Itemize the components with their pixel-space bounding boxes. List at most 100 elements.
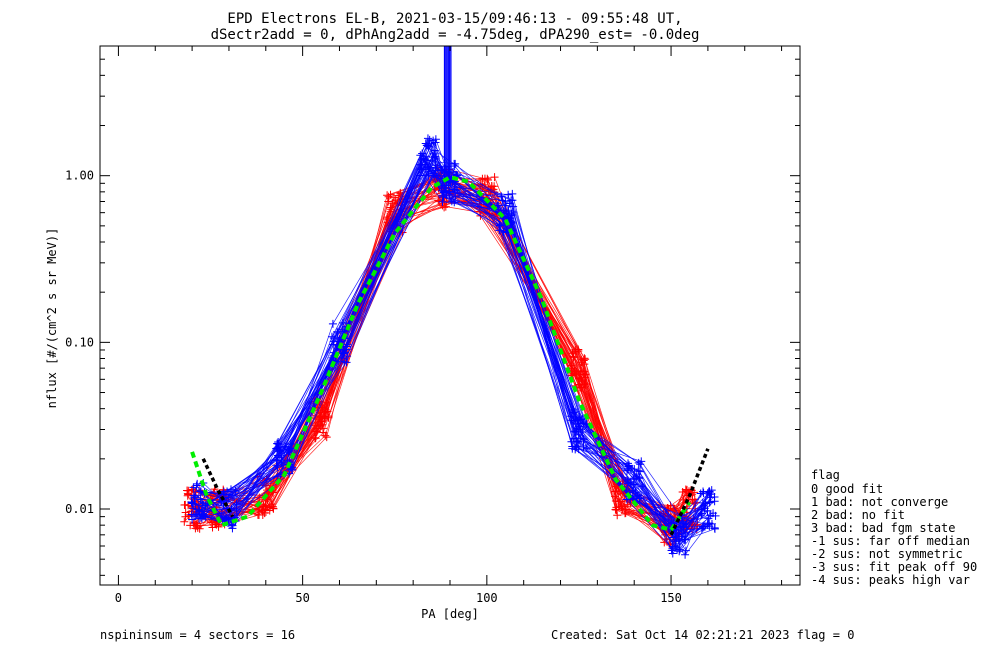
- series-blue-point: [681, 550, 690, 559]
- footer-left: nspininsum = 4 sectors = 16: [100, 628, 295, 642]
- series-red-point: [260, 509, 269, 518]
- series-red-point: [181, 508, 190, 517]
- legend-entry: 3 bad: bad fgm state: [811, 521, 956, 535]
- axes: 0 50 100 150 0.01 0.10 1.00: [65, 45, 801, 605]
- series-blue-point: [422, 141, 431, 150]
- series-blue-point: [427, 139, 436, 148]
- series-red-point: [681, 485, 690, 494]
- series-blue-point: [187, 510, 196, 519]
- series-blue-point: [342, 345, 351, 354]
- series-blue-point: [707, 519, 716, 528]
- series-red-point: [195, 524, 204, 533]
- series-red-line: [198, 167, 684, 532]
- series-blue-point: [198, 510, 207, 519]
- series-blue-point: [192, 481, 201, 490]
- series-blue-point: [710, 523, 719, 532]
- series-blue-point: [568, 442, 577, 451]
- legend-entry: 0 good fit: [811, 482, 883, 496]
- series-red-point: [183, 486, 192, 495]
- series-blue-point: [328, 319, 337, 328]
- series-blue-point: [226, 485, 235, 494]
- series-red-point: [396, 188, 405, 197]
- series-blue-point: [623, 475, 632, 484]
- series-blue-point: [191, 493, 200, 502]
- series-black-fit-line: [669, 448, 710, 536]
- series-blue-point: [703, 506, 712, 515]
- series-blue-point: [338, 318, 347, 327]
- series-blue-point: [440, 187, 449, 196]
- series-red-line: [187, 206, 691, 510]
- series-blue-point: [333, 329, 342, 338]
- chart-title-line1: EPD Electrons EL-B, 2021-03-15/09:46:13 …: [227, 11, 682, 27]
- legend-entry: -4 sus: peaks high var: [811, 573, 970, 587]
- series-red-point: [490, 173, 499, 182]
- legend-title: flag: [811, 468, 840, 482]
- series-red-point: [322, 433, 331, 442]
- series-blue-point: [668, 544, 677, 553]
- series-blue-point: [574, 438, 583, 447]
- series-red-point: [614, 497, 623, 506]
- series-blue-point: [572, 428, 581, 437]
- series-red-point: [574, 347, 583, 356]
- series-blue-point: [569, 416, 578, 425]
- series-red-point: [580, 360, 589, 369]
- series-blue-point: [328, 353, 337, 362]
- series-blue-point: [189, 483, 198, 492]
- x-axis-label: PA [deg]: [421, 607, 479, 621]
- series-red-point: [382, 215, 391, 224]
- series-red-point: [611, 487, 620, 496]
- series-red-point: [322, 398, 331, 407]
- series-red-line: [197, 185, 692, 527]
- series-blue-point: [635, 467, 644, 476]
- y-axis-label: nflux [#/(cm^2 s sr MeV)]: [45, 228, 59, 409]
- series-blue-point: [698, 498, 707, 507]
- series-blue-point: [441, 186, 450, 195]
- series-red-point: [569, 353, 578, 362]
- series-red-point: [618, 504, 627, 513]
- y-tick-label: 0.01: [65, 502, 94, 516]
- x-tick-label: 50: [295, 591, 309, 605]
- series-red-point: [310, 433, 319, 442]
- series-blue-point: [439, 192, 448, 201]
- series-red-line: [194, 169, 685, 543]
- series-blue-point: [502, 210, 511, 219]
- series-red-point: [613, 511, 622, 520]
- series-red-point: [269, 504, 278, 513]
- data-layer: [180, 46, 720, 559]
- legend: flag 0 good fit 1 bad: not converge 2 ba…: [811, 468, 977, 587]
- series-blue-point: [696, 489, 705, 498]
- series-blue-point: [710, 497, 719, 506]
- series-blue-point: [632, 492, 641, 501]
- series-blue-point: [329, 334, 338, 343]
- series-blue-point: [671, 537, 680, 546]
- series-blue-point: [437, 181, 446, 190]
- series-blue-point: [423, 134, 432, 143]
- chart-title-line2: dSectr2add = 0, dPhAng2add = -4.75deg, d…: [211, 27, 700, 43]
- legend-entry: 2 bad: no fit: [811, 508, 905, 522]
- series-blue-point: [276, 446, 285, 455]
- series-red-point: [490, 182, 499, 191]
- series-red-point: [312, 424, 321, 433]
- series-blue-point: [622, 495, 631, 504]
- series-blue-point: [636, 460, 645, 469]
- legend-entry: -3 sus: fit peak off 90: [811, 560, 977, 574]
- series-blue-point: [673, 545, 682, 554]
- series-blue-point: [272, 444, 281, 453]
- series-red-point: [319, 428, 328, 437]
- y-tick-label: 0.10: [65, 335, 94, 349]
- series-red-point: [434, 196, 443, 205]
- series-green-fit-line: [190, 175, 692, 533]
- x-tick-label: 150: [660, 591, 682, 605]
- series-blue-point: [224, 490, 233, 499]
- series-blue-point: [196, 495, 205, 504]
- series-red-point: [383, 191, 392, 200]
- series-red-point: [186, 521, 195, 530]
- series-red-point: [441, 202, 450, 211]
- footer-right: Created: Sat Oct 14 02:21:21 2023 flag =…: [551, 628, 854, 642]
- series-blue-point: [672, 535, 681, 544]
- series-red-point: [621, 508, 630, 517]
- series-blue-point: [199, 501, 208, 510]
- series-blue-point: [705, 487, 714, 496]
- series-blue-point: [285, 443, 294, 452]
